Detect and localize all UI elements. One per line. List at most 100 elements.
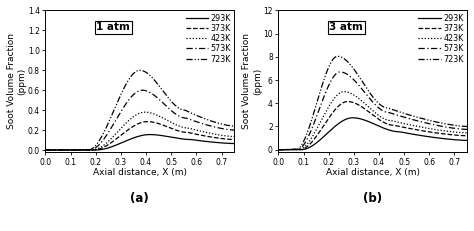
373K: [231, 138, 237, 141]
573K: [385, 111, 391, 114]
573K: [186, 118, 191, 120]
293K: [390, 130, 396, 132]
573K: [163, 104, 169, 107]
373K: [385, 123, 391, 126]
293K: [54, 149, 60, 151]
573K: [337, 70, 343, 73]
423K: [205, 131, 211, 134]
723K: [137, 69, 143, 72]
723K: [396, 110, 401, 113]
423K: [152, 113, 158, 116]
293K: [186, 138, 191, 141]
Line: 723K: 723K: [46, 70, 234, 150]
293K: [419, 134, 425, 137]
293K: [385, 128, 391, 131]
573K: [231, 129, 237, 131]
373K: [287, 148, 293, 151]
293K: [231, 142, 237, 145]
573K: [287, 148, 293, 151]
X-axis label: Axial distance, X (m): Axial distance, X (m): [326, 168, 419, 177]
423K: [396, 121, 401, 124]
573K: [396, 114, 401, 117]
723K: [335, 55, 340, 58]
293K: [396, 130, 401, 133]
293K: [275, 148, 281, 151]
723K: [43, 149, 48, 151]
723K: [152, 80, 158, 82]
Line: 373K: 373K: [278, 102, 467, 150]
Legend: 293K, 373K, 423K, 573K, 723K: 293K, 373K, 423K, 573K, 723K: [418, 13, 465, 64]
423K: [385, 119, 391, 122]
Line: 423K: 423K: [278, 92, 467, 150]
293K: [152, 134, 158, 136]
723K: [231, 125, 237, 128]
573K: [157, 99, 163, 102]
723K: [275, 148, 281, 151]
Line: 573K: 573K: [278, 72, 467, 150]
423K: [390, 120, 396, 122]
423K: [43, 149, 48, 151]
293K: [464, 139, 470, 142]
Text: 3 atm: 3 atm: [329, 22, 363, 32]
373K: [275, 148, 281, 151]
293K: [287, 148, 293, 151]
573K: [275, 148, 281, 151]
373K: [54, 149, 60, 151]
723K: [205, 119, 211, 121]
373K: [396, 125, 401, 128]
293K: [43, 149, 48, 151]
573K: [464, 128, 470, 131]
373K: [157, 123, 163, 125]
573K: [205, 124, 211, 127]
Line: 373K: 373K: [46, 122, 234, 150]
Text: 1 atm: 1 atm: [96, 22, 130, 32]
Line: 293K: 293K: [46, 135, 234, 150]
293K: [205, 140, 211, 143]
293K: [163, 135, 169, 138]
373K: [345, 100, 350, 103]
573K: [438, 125, 444, 128]
373K: [205, 135, 211, 138]
573K: [390, 112, 396, 115]
Y-axis label: Soot Volume Fraction
(ppm): Soot Volume Fraction (ppm): [7, 33, 27, 129]
423K: [142, 111, 148, 113]
423K: [464, 131, 470, 134]
Legend: 293K, 373K, 423K, 573K, 723K: 293K, 373K, 423K, 573K, 723K: [185, 13, 232, 64]
Line: 573K: 573K: [46, 90, 234, 150]
573K: [43, 149, 48, 151]
X-axis label: Axial distance, X (m): Axial distance, X (m): [93, 168, 187, 177]
423K: [341, 90, 346, 93]
723K: [438, 122, 444, 124]
Y-axis label: Soot Volume Fraction
(ppm): Soot Volume Fraction (ppm): [242, 33, 262, 129]
293K: [157, 134, 163, 137]
373K: [186, 131, 191, 134]
573K: [54, 149, 60, 151]
723K: [390, 108, 396, 111]
423K: [231, 135, 237, 138]
423K: [163, 118, 169, 121]
373K: [464, 134, 470, 137]
573K: [419, 121, 425, 123]
423K: [438, 129, 444, 132]
423K: [54, 149, 60, 151]
423K: [419, 126, 425, 129]
373K: [43, 149, 48, 151]
573K: [139, 89, 145, 91]
573K: [152, 95, 158, 97]
373K: [145, 120, 150, 123]
373K: [163, 125, 169, 128]
373K: [419, 129, 425, 132]
423K: [275, 148, 281, 151]
373K: [152, 121, 158, 124]
723K: [54, 149, 60, 151]
293K: [350, 116, 356, 119]
373K: [438, 132, 444, 135]
723K: [157, 86, 163, 89]
373K: [390, 124, 396, 127]
423K: [186, 127, 191, 129]
Line: 423K: 423K: [46, 112, 234, 150]
723K: [464, 125, 470, 128]
423K: [287, 148, 293, 151]
Text: (b): (b): [363, 192, 383, 205]
423K: [157, 115, 163, 118]
